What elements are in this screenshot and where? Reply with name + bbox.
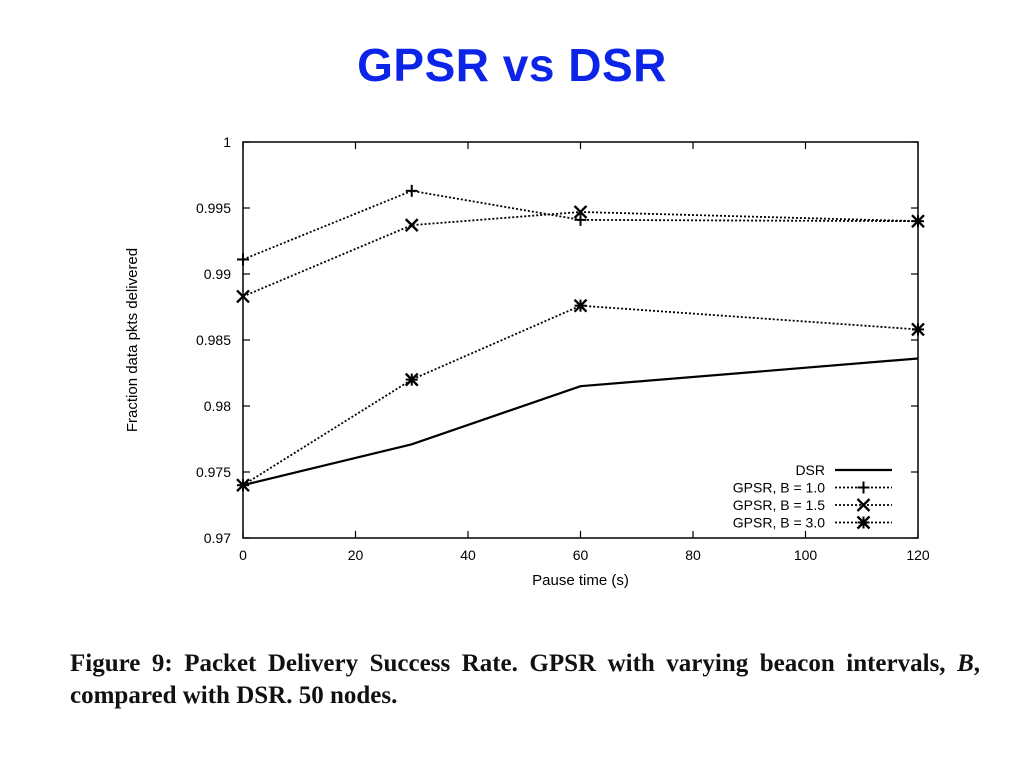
x-axis-label: Pause time (s) [532,572,629,589]
legend-label-gpsr-b-1-0: GPSR, B = 1.0 [733,480,825,496]
y-tick-label: 0.995 [196,200,231,216]
legend-label-gpsr-b-3-0: GPSR, B = 3.0 [733,515,825,531]
figure-caption: Figure 9: Packet Delivery Success Rate. … [70,648,980,712]
series-line-gpsr-b-3-0 [242,304,919,486]
legend-marker-gpsr-b-1-5 [856,498,871,512]
y-tick-label: 0.985 [196,332,231,348]
series-gpsr-b-1-5 [236,205,925,304]
caption-symbol: B [957,650,974,677]
series-gpsr-b-1-0 [237,184,924,266]
series-dsr [242,357,919,487]
y-tick-label: 0.97 [204,530,231,546]
y-tick-label: 0.975 [196,464,231,480]
slide-title: GPSR vs DSR [357,39,667,91]
chart-axes: 0 20 40 60 80 100 120 0.97 0.975 0.98 0.985 0.99 0.9… [124,134,930,589]
caption-suffix: , compared with DSR. 50 nodes. [70,650,980,709]
x-tick-label: 100 [794,547,818,563]
chart-series [236,184,925,493]
y-tick-label: 0.99 [204,266,231,282]
series-line-dsr [242,357,919,487]
legend-marker-gpsr-b-3-0 [856,515,871,530]
series-line-gpsr-b-1-5 [242,211,919,298]
data-point-gpsr-b-1-5 [911,214,925,229]
line-chart: 0 20 40 60 80 100 120 0.97 0.975 0.98 0.985 0.99 0.9… [124,134,930,589]
legend-label-dsr: DSR [795,462,825,478]
data-point-gpsr-b-1-5 [236,289,250,304]
x-tick-label: 0 [239,547,247,563]
data-point-gpsr-b-1-0 [405,184,418,197]
series-gpsr-b-3-0 [236,298,925,493]
caption-prefix: Figure 9: Packet Delivery Success Rate. … [70,650,958,677]
x-tick-label: 60 [573,547,589,563]
x-tick-label: 20 [348,547,364,563]
y-tick-label: 1 [223,134,231,150]
y-axis-label: Fraction data pkts delivered [124,248,141,432]
legend-marker-gpsr-b-1-0 [857,481,870,494]
data-point-gpsr-b-1-0 [574,213,587,226]
data-point-gpsr-b-3-0 [236,478,250,493]
x-tick-label: 120 [906,547,930,563]
y-tick-label: 0.98 [204,398,231,414]
data-point-gpsr-b-3-0 [911,322,925,337]
data-point-gpsr-b-1-0 [237,253,249,266]
data-point-gpsr-b-1-5 [404,218,419,233]
data-point-gpsr-b-3-0 [404,372,419,387]
x-tick-label: 40 [460,547,476,563]
data-point-gpsr-b-3-0 [573,298,588,313]
data-point-gpsr-b-1-5 [573,205,588,219]
legend-label-gpsr-b-1-5: GPSR, B = 1.5 [733,497,825,513]
x-tick-label: 80 [685,547,701,563]
